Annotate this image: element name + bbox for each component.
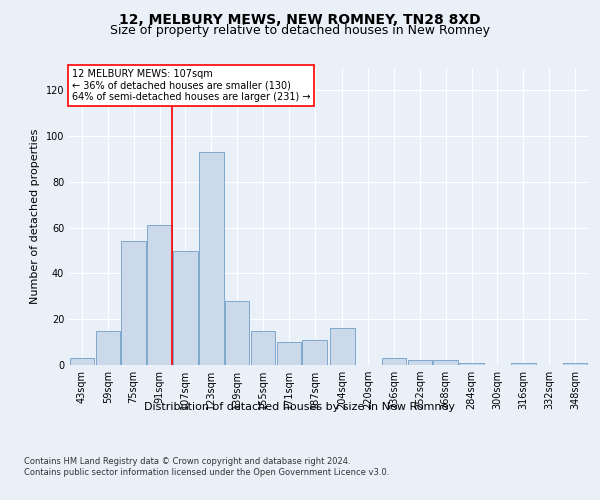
Bar [302, 340, 327, 365]
Bar [225, 301, 250, 365]
Text: Contains HM Land Registry data © Crown copyright and database right 2024.
Contai: Contains HM Land Registry data © Crown c… [24, 458, 389, 477]
Text: Distribution of detached houses by size in New Romney: Distribution of detached houses by size … [145, 402, 455, 412]
Bar [147, 226, 172, 365]
Bar [277, 342, 301, 365]
Bar [330, 328, 355, 365]
Bar [382, 358, 406, 365]
Bar [70, 358, 94, 365]
Bar [407, 360, 432, 365]
Bar [173, 250, 197, 365]
Text: 12, MELBURY MEWS, NEW ROMNEY, TN28 8XD: 12, MELBURY MEWS, NEW ROMNEY, TN28 8XD [119, 12, 481, 26]
Bar [511, 362, 536, 365]
Bar [460, 362, 484, 365]
Bar [121, 242, 146, 365]
Bar [199, 152, 224, 365]
Y-axis label: Number of detached properties: Number of detached properties [30, 128, 40, 304]
Text: Size of property relative to detached houses in New Romney: Size of property relative to detached ho… [110, 24, 490, 37]
Bar [563, 362, 587, 365]
Text: 12 MELBURY MEWS: 107sqm
← 36% of detached houses are smaller (130)
64% of semi-d: 12 MELBURY MEWS: 107sqm ← 36% of detache… [71, 69, 310, 102]
Bar [95, 330, 120, 365]
Bar [251, 330, 275, 365]
Bar [433, 360, 458, 365]
